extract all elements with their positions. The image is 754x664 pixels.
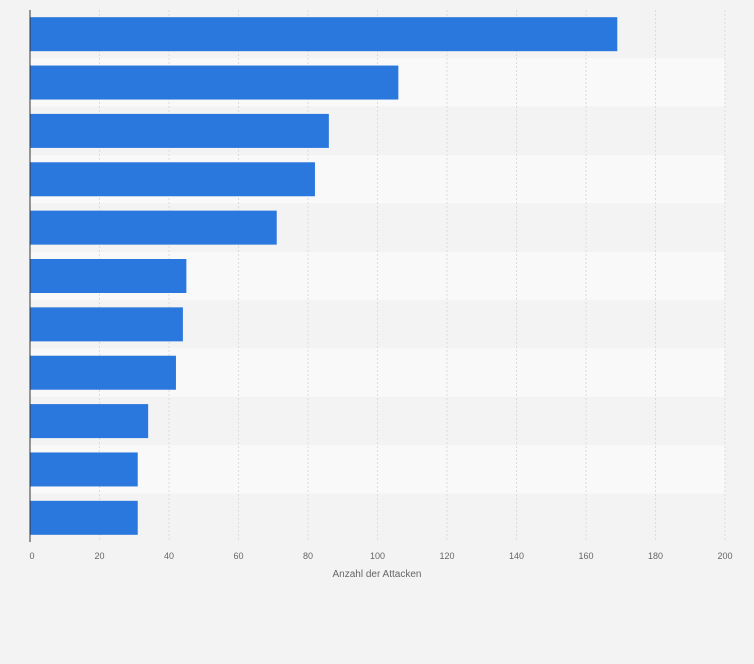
bar[interactable] [30, 404, 149, 439]
x-tick-label: 80 [303, 551, 313, 561]
bar[interactable] [30, 259, 187, 293]
row-band [30, 445, 725, 494]
x-tick-label: 180 [648, 551, 663, 561]
bar[interactable] [30, 210, 277, 245]
x-tick-label: 140 [509, 551, 524, 561]
x-tick-label: 100 [370, 551, 385, 561]
x-tick-label: 60 [233, 551, 243, 561]
x-axis-label: Anzahl der Attacken [333, 569, 422, 580]
x-tick-label: 200 [717, 551, 732, 561]
bar[interactable] [30, 355, 176, 390]
bar[interactable] [30, 65, 399, 100]
bar[interactable] [30, 307, 183, 342]
row-band [30, 493, 725, 542]
x-tick-label: 0 [29, 551, 34, 561]
bar[interactable] [30, 113, 329, 148]
bar[interactable] [30, 162, 315, 197]
bar[interactable] [30, 452, 138, 487]
bar[interactable] [30, 17, 618, 52]
x-tick-label: 160 [578, 551, 593, 561]
x-tick-label: 120 [439, 551, 454, 561]
x-tick-label: 40 [164, 551, 174, 561]
x-tick-labels: 0 20 40 60 80 100 120 140 160 180 200 [29, 551, 732, 561]
bar[interactable] [30, 500, 138, 535]
bars [30, 17, 618, 535]
x-tick-label: 20 [94, 551, 104, 561]
